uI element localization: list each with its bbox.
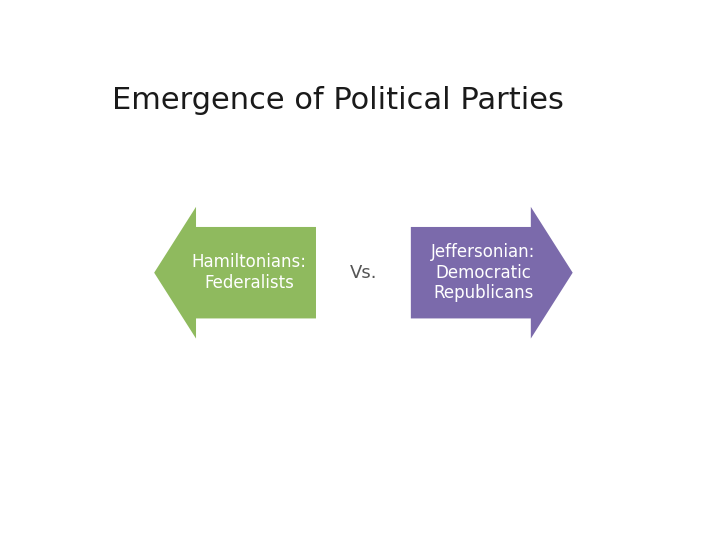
Polygon shape [411, 207, 572, 339]
Text: Hamiltonians:
Federalists: Hamiltonians: Federalists [192, 253, 307, 292]
Polygon shape [154, 207, 316, 339]
Text: Jeffersonian:
Democratic
Republicans: Jeffersonian: Democratic Republicans [431, 243, 536, 302]
Text: Emergence of Political Parties: Emergence of Political Parties [112, 85, 564, 114]
Text: Vs.: Vs. [350, 264, 377, 282]
